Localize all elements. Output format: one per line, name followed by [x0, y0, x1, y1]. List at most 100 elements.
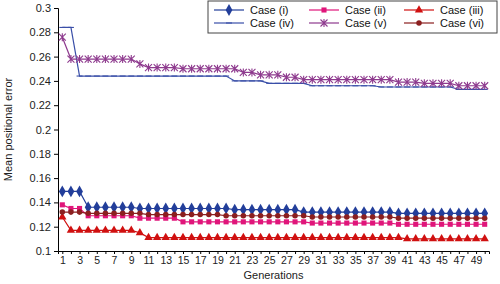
x-tick: 35	[350, 251, 362, 266]
data-point	[387, 86, 393, 87]
x-tick-mark	[261, 251, 262, 254]
x-tick	[278, 251, 279, 254]
data-point	[300, 76, 307, 84]
x-tick: 25	[264, 251, 276, 266]
x-tick	[433, 251, 434, 254]
legend: Case (i)Case (ii)Case (iii)Case (iv)Case…	[208, 1, 497, 33]
x-tick	[105, 251, 106, 254]
x-tick-label: 41	[402, 254, 414, 266]
data-point	[474, 222, 479, 227]
plot-area	[58, 27, 489, 241]
y-tick-mark	[54, 32, 58, 33]
data-point	[111, 75, 117, 76]
x-tick: 47	[453, 251, 465, 266]
data-point	[353, 214, 359, 220]
data-point	[361, 221, 366, 226]
y-tick-mark	[54, 251, 58, 252]
data-point	[232, 80, 238, 81]
data-point	[103, 211, 109, 217]
y-tick: 0.24	[30, 75, 58, 87]
data-point	[67, 226, 75, 233]
data-point	[179, 233, 187, 240]
data-point	[318, 221, 323, 226]
data-point	[241, 219, 246, 224]
data-point	[293, 219, 298, 224]
y-tick: 0.14	[30, 196, 58, 208]
x-tick-mark	[105, 251, 106, 254]
data-point	[292, 73, 299, 81]
data-point	[223, 75, 229, 76]
y-tick: 0.1	[36, 245, 58, 257]
data-point	[413, 86, 419, 87]
data-point	[310, 221, 315, 226]
data-point	[368, 233, 376, 240]
data-point	[111, 55, 118, 63]
data-point	[370, 221, 375, 226]
data-point	[180, 75, 186, 76]
data-point	[481, 82, 488, 90]
data-point	[361, 76, 368, 84]
y-tick-label: 0.14	[30, 196, 51, 208]
legend-label: Case (iv)	[250, 17, 294, 29]
data-point	[206, 219, 211, 224]
data-point	[137, 211, 143, 217]
data-point	[387, 214, 393, 220]
x-tick: 41	[402, 251, 414, 266]
x-tick-label: 33	[333, 254, 345, 266]
data-point	[111, 211, 117, 217]
data-point	[412, 234, 420, 241]
x-tick-label: 11	[144, 254, 155, 266]
data-point	[77, 75, 83, 76]
data-point	[180, 212, 186, 218]
x-tick-label: 37	[367, 254, 379, 266]
data-point	[214, 75, 220, 76]
data-point	[68, 27, 74, 28]
data-point	[163, 212, 169, 218]
data-point	[231, 233, 239, 240]
x-tick-label: 21	[229, 254, 241, 266]
data-point	[249, 219, 254, 224]
x-tick-mark	[381, 251, 382, 254]
series	[59, 33, 488, 90]
data-point	[370, 214, 376, 220]
data-point	[422, 215, 428, 221]
data-point	[197, 212, 203, 218]
data-point	[352, 85, 358, 86]
data-point	[59, 27, 65, 28]
data-point	[448, 222, 453, 227]
y-tick: 0.26	[30, 51, 58, 63]
series-line	[62, 212, 484, 218]
data-point	[93, 55, 100, 63]
data-point	[189, 212, 195, 218]
data-point	[405, 222, 410, 227]
x-tick: 1	[60, 251, 66, 266]
data-point	[291, 233, 299, 240]
data-point	[325, 233, 333, 240]
data-point	[127, 226, 135, 233]
data-point	[171, 75, 177, 76]
x-tick: 23	[247, 251, 259, 266]
data-point	[172, 212, 178, 218]
y-tick-mark	[54, 81, 58, 82]
x-tick: 33	[333, 251, 345, 266]
data-point	[171, 64, 178, 72]
y-tick-label: 0.18	[30, 148, 51, 160]
y-tick-label: 0.1	[36, 245, 51, 257]
data-point	[223, 65, 230, 73]
data-point	[118, 226, 126, 233]
data-point	[231, 65, 238, 73]
y-axis-line	[54, 9, 59, 252]
x-tick: 49	[471, 251, 483, 266]
y-axis: 0.10.120.140.160.180.20.220.240.260.280.…	[30, 2, 59, 257]
data-point	[76, 186, 83, 198]
data-point	[68, 209, 74, 215]
x-tick	[416, 251, 417, 254]
x-tick: 5	[94, 251, 100, 266]
data-point	[429, 234, 437, 241]
x-tick	[467, 251, 468, 254]
data-point	[120, 75, 126, 76]
legend-label: Case (iii)	[440, 4, 483, 16]
data-point	[318, 85, 324, 86]
data-point	[76, 55, 83, 63]
y-tick-mark	[54, 227, 58, 228]
